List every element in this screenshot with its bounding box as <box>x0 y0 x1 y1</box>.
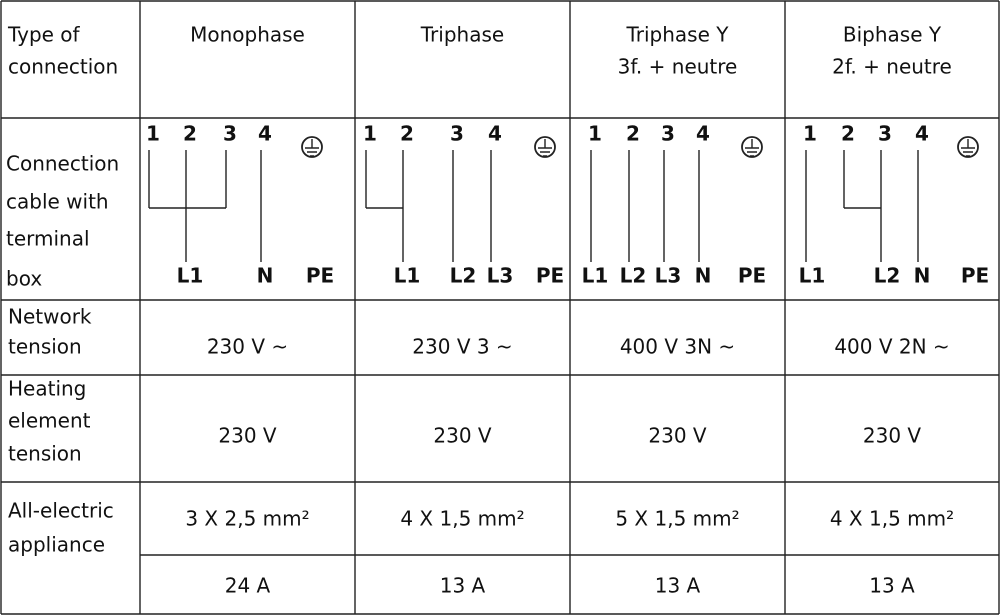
terminal-number: 1 <box>363 122 377 146</box>
cell-value: 24 A <box>225 574 271 598</box>
cell-value: 13 A <box>655 574 701 598</box>
row-label: element <box>8 409 91 433</box>
output-label: L1 <box>582 264 609 288</box>
cell-value: 13 A <box>869 574 915 598</box>
row-label: All-electric <box>8 499 114 523</box>
output-label: L3 <box>487 264 514 288</box>
cell-value: 230 V 3 ~ <box>412 335 512 359</box>
terminal-number: 2 <box>626 122 640 146</box>
row-label: tension <box>8 442 82 466</box>
terminal-number: 4 <box>915 122 929 146</box>
terminal-number: 3 <box>661 122 675 146</box>
ground-symbol <box>741 136 763 158</box>
output-label: L2 <box>450 264 477 288</box>
header-label: connection <box>8 55 118 79</box>
terminal-number: 2 <box>400 122 414 146</box>
cell-value: 4 X 1,5 mm² <box>830 507 954 531</box>
terminal-number: 1 <box>146 122 160 146</box>
row-label: Connection <box>6 152 119 176</box>
output-label: N <box>914 264 931 288</box>
ground-symbol <box>301 136 323 158</box>
ground-symbol <box>961 139 975 157</box>
header-cell: Triphase Y <box>626 23 730 47</box>
output-label: L1 <box>177 264 204 288</box>
output-label: N <box>695 264 712 288</box>
cell-value: 13 A <box>440 574 486 598</box>
output-label: L2 <box>620 264 647 288</box>
cell-value: 3 X 2,5 mm² <box>185 507 309 531</box>
cell-value: 230 V <box>218 424 277 448</box>
header-label: Type of <box>7 23 81 47</box>
cell-value: 230 V <box>863 424 922 448</box>
terminal-number: 4 <box>696 122 710 146</box>
terminal-number: 3 <box>878 122 892 146</box>
terminal-number: 3 <box>450 122 464 146</box>
terminal-number: 2 <box>183 122 197 146</box>
terminal-number: 1 <box>588 122 602 146</box>
output-label: N <box>257 264 274 288</box>
ground-symbol <box>957 136 979 158</box>
header-cell: Biphase Y <box>843 23 942 47</box>
output-label: L1 <box>394 264 421 288</box>
cell-value: 400 V 2N ~ <box>834 335 949 359</box>
row-label: tension <box>8 335 82 359</box>
cell-value: 4 X 1,5 mm² <box>400 507 524 531</box>
row-label: box <box>6 267 42 291</box>
ground-symbol <box>745 139 759 157</box>
output-label: PE <box>306 264 334 288</box>
cell-value: 230 V <box>433 424 492 448</box>
cell-value: 230 V <box>648 424 707 448</box>
output-label: L2 <box>874 264 901 288</box>
header-cell: Triphase <box>420 23 504 47</box>
terminal-number: 4 <box>488 122 502 146</box>
output-label: L1 <box>799 264 826 288</box>
row-label: Network <box>8 305 92 329</box>
terminal-number: 2 <box>841 122 855 146</box>
output-label: PE <box>536 264 564 288</box>
header-cell: Monophase <box>190 23 305 47</box>
ground-symbol <box>538 139 552 157</box>
ground-symbol <box>305 139 319 157</box>
output-label: L3 <box>655 264 682 288</box>
terminal-number: 4 <box>258 122 272 146</box>
terminal-number: 1 <box>803 122 817 146</box>
cell-value: 230 V ~ <box>207 335 288 359</box>
terminal-number: 3 <box>223 122 237 146</box>
output-label: PE <box>961 264 989 288</box>
row-label: cable with <box>6 190 109 214</box>
header-cell: 3f. + neutre <box>618 55 738 79</box>
cell-value: 400 V 3N ~ <box>620 335 735 359</box>
row-label: Heating <box>8 377 86 401</box>
output-label: PE <box>738 264 766 288</box>
row-label: appliance <box>8 533 105 557</box>
row-label: terminal <box>6 227 90 251</box>
ground-symbol <box>534 136 556 158</box>
cell-value: 5 X 1,5 mm² <box>615 507 739 531</box>
header-cell: 2f. + neutre <box>832 55 952 79</box>
